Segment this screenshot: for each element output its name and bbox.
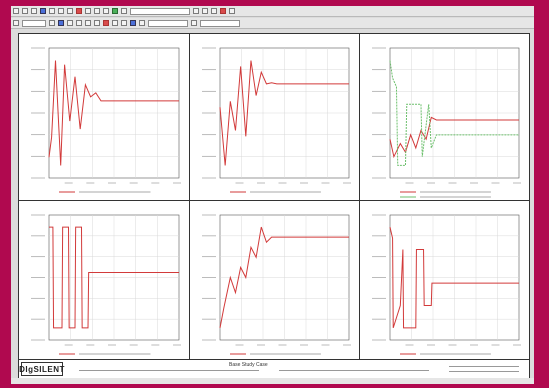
plot-panel[interactable] xyxy=(360,201,529,362)
page-select[interactable] xyxy=(148,19,188,27)
series-line xyxy=(389,226,519,329)
copy-icon[interactable] xyxy=(58,8,64,14)
layout-icon[interactable] xyxy=(121,20,127,26)
title-block: DIgSILENT Base Study Case xyxy=(19,359,529,378)
study-case-select[interactable] xyxy=(130,7,190,15)
series-line xyxy=(389,60,519,166)
play-icon[interactable] xyxy=(40,8,46,14)
footer-rule xyxy=(279,370,429,371)
chart-icon[interactable] xyxy=(202,8,208,14)
plot-sheet: DIgSILENT Base Study Case xyxy=(18,33,530,379)
plot-panel[interactable] xyxy=(360,34,529,200)
zoom-field[interactable] xyxy=(22,19,46,27)
report-title: Base Study Case xyxy=(229,362,268,368)
save-icon[interactable] xyxy=(31,8,37,14)
grid-icon[interactable] xyxy=(103,8,109,14)
variable-select[interactable] xyxy=(200,19,240,27)
line-chart xyxy=(31,214,181,355)
divider xyxy=(19,200,529,201)
plot-panel[interactable] xyxy=(19,34,189,200)
marker-icon[interactable] xyxy=(103,20,109,26)
pan-icon[interactable] xyxy=(49,20,55,26)
legend-icon[interactable] xyxy=(85,20,91,26)
plot-panel[interactable] xyxy=(190,34,359,200)
series-line xyxy=(389,116,519,159)
help-icon[interactable] xyxy=(229,8,235,14)
main-toolbar xyxy=(11,6,534,17)
print-icon[interactable] xyxy=(121,8,127,14)
page-icon[interactable] xyxy=(130,20,136,26)
line-chart xyxy=(372,214,521,355)
plot-panel[interactable] xyxy=(190,201,359,362)
label-icon[interactable] xyxy=(112,20,118,26)
stop-icon[interactable] xyxy=(76,8,82,14)
application-window: DIgSILENT Base Study Case xyxy=(11,6,534,384)
cut-icon[interactable] xyxy=(49,8,55,14)
divider xyxy=(189,34,190,362)
zoom-in-icon[interactable] xyxy=(85,8,91,14)
plot-icon[interactable] xyxy=(58,20,64,26)
company-logo: DIgSILENT xyxy=(19,362,64,376)
axis-icon[interactable] xyxy=(76,20,82,26)
footer-rule xyxy=(79,370,259,371)
series-line xyxy=(48,60,179,166)
alert-icon[interactable] xyxy=(220,8,226,14)
series-line xyxy=(219,226,349,328)
open-icon[interactable] xyxy=(22,8,28,14)
series-line xyxy=(49,226,179,329)
select-icon[interactable] xyxy=(13,20,19,26)
divider xyxy=(359,34,360,362)
footer-rule xyxy=(449,371,519,372)
table-icon[interactable] xyxy=(211,8,217,14)
series-line xyxy=(219,60,349,166)
status-bar xyxy=(11,378,534,384)
refresh-icon[interactable] xyxy=(191,20,197,26)
footer-rule xyxy=(449,366,519,367)
export-icon[interactable] xyxy=(139,20,145,26)
paste-icon[interactable] xyxy=(67,8,73,14)
line-chart xyxy=(202,214,351,355)
settings-icon[interactable] xyxy=(193,8,199,14)
graphics-toolbar xyxy=(11,18,534,29)
zoom-out-icon[interactable] xyxy=(94,8,100,14)
calculate-icon[interactable] xyxy=(112,8,118,14)
line-chart xyxy=(31,47,181,193)
plot-panel[interactable] xyxy=(19,201,189,362)
scale-icon[interactable] xyxy=(94,20,100,26)
curve-icon[interactable] xyxy=(67,20,73,26)
line-chart xyxy=(372,47,521,198)
new-icon[interactable] xyxy=(13,8,19,14)
line-chart xyxy=(202,47,351,193)
